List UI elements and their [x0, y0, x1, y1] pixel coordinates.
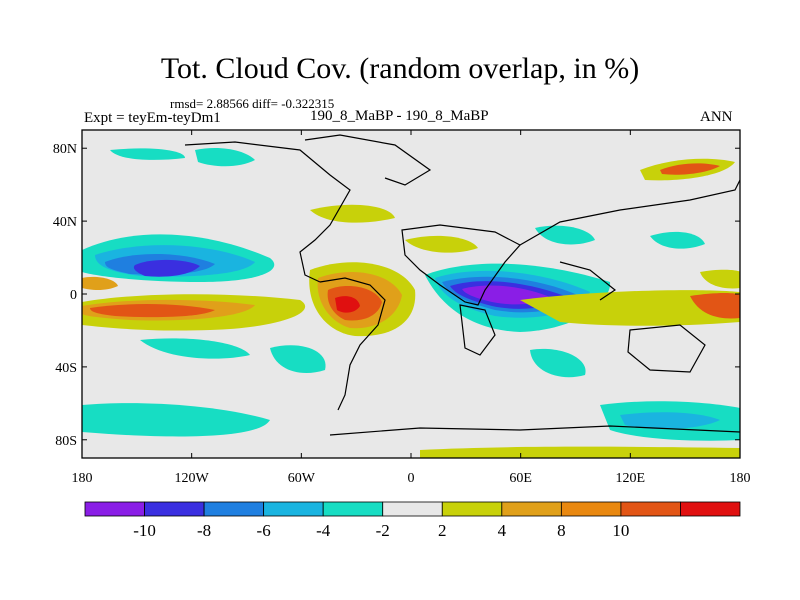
plot-title: Tot. Cloud Cov. (random overlap, in %)	[160, 52, 640, 85]
contour-fill	[270, 345, 326, 374]
colorbar-swatch	[84, 501, 145, 517]
lat-tick-label: 80S	[55, 434, 77, 449]
colorbar-swatch	[322, 501, 384, 517]
rmsd-diff-stats: rmsd= 2.88566 diff= -0.322315	[170, 96, 335, 111]
colorbar-swatch	[203, 501, 265, 517]
longitude-axis: 180 120W 60W 0 60E 120E 180	[72, 130, 751, 486]
lon-tick-label: 180	[730, 471, 751, 486]
contour-fill	[690, 293, 740, 319]
colorbar-label: -2	[376, 521, 390, 540]
contour-fill	[530, 348, 586, 378]
contour-fill	[405, 235, 478, 253]
contour-fill	[700, 269, 740, 289]
lon-tick-label: 180	[72, 471, 93, 486]
lon-tick-label: 60W	[288, 471, 316, 486]
colorbar-label: 10	[612, 521, 629, 540]
contour-fill	[82, 403, 270, 437]
cloud-anomaly-contours	[82, 134, 740, 458]
colorbar-swatch	[441, 501, 503, 517]
contour-fill	[420, 446, 740, 458]
contour-fill	[650, 231, 705, 249]
colorbar-label: -4	[316, 521, 331, 540]
season-label: ANN	[700, 109, 733, 125]
experiment-label: Expt = teyEm-teyDm1	[84, 110, 221, 126]
contour-fill	[110, 148, 185, 160]
lon-tick-label: 0	[408, 471, 415, 486]
colorbar-label: 8	[557, 521, 566, 540]
lat-tick-label: 40S	[55, 361, 77, 376]
contour-fill	[82, 276, 118, 290]
contour-fill	[133, 259, 200, 277]
colorbar-swatch	[144, 501, 205, 517]
lon-tick-label: 60E	[509, 471, 532, 486]
colorbar-swatch	[263, 501, 324, 517]
lon-tick-label: 120E	[616, 471, 646, 486]
colorbar-swatch	[560, 501, 622, 517]
contour-fill	[140, 338, 250, 359]
lat-tick-label: 80N	[53, 142, 77, 157]
colorbar-swatch	[680, 501, 741, 517]
contour-fill	[195, 148, 255, 167]
colorbar-swatch	[382, 501, 443, 517]
colorbar-label: -8	[197, 521, 211, 540]
colorbar-label: 4	[498, 521, 507, 540]
contour-fill	[90, 304, 215, 318]
colorbar-label: -10	[133, 521, 156, 540]
colorbar-swatch	[620, 501, 681, 517]
colorbar-label: 2	[438, 521, 447, 540]
lon-tick-label: 120W	[175, 471, 210, 486]
contour-fill	[310, 204, 395, 223]
contour-fill	[335, 296, 360, 313]
continent-outlines	[184, 134, 740, 436]
contour-fill	[535, 225, 595, 245]
contour-fill	[520, 290, 740, 326]
case-names: 190_8_MaBP - 190_8_MaBP	[310, 108, 489, 124]
lat-tick-label: 0	[70, 288, 77, 303]
latitude-axis: 80N 40N 0 40S 80S	[53, 142, 740, 449]
lat-tick-label: 40N	[53, 215, 77, 230]
colorbar: -10 -8 -6 -4 -2 2 4 8 10	[84, 501, 741, 540]
colorbar-swatch	[501, 501, 562, 517]
colorbar-label: -6	[257, 521, 271, 540]
contour-fill	[660, 163, 720, 175]
contour-fill	[620, 412, 720, 430]
